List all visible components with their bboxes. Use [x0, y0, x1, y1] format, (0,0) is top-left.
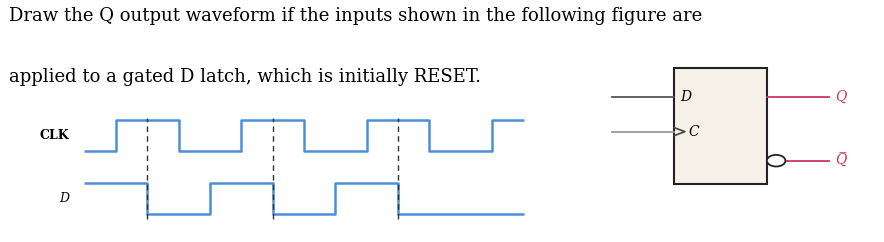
- Text: CLK: CLK: [39, 129, 69, 142]
- Text: Q: Q: [834, 90, 846, 104]
- Circle shape: [766, 155, 786, 166]
- Text: D: D: [58, 192, 69, 205]
- Text: D: D: [681, 90, 691, 104]
- Text: C: C: [688, 125, 698, 139]
- Bar: [674, 68, 766, 184]
- Text: Draw the Q output waveform if the inputs shown in the following figure are: Draw the Q output waveform if the inputs…: [9, 7, 702, 25]
- Text: Q̅: Q̅: [834, 154, 846, 168]
- Text: applied to a gated D latch, which is initially RESET.: applied to a gated D latch, which is ini…: [9, 68, 481, 86]
